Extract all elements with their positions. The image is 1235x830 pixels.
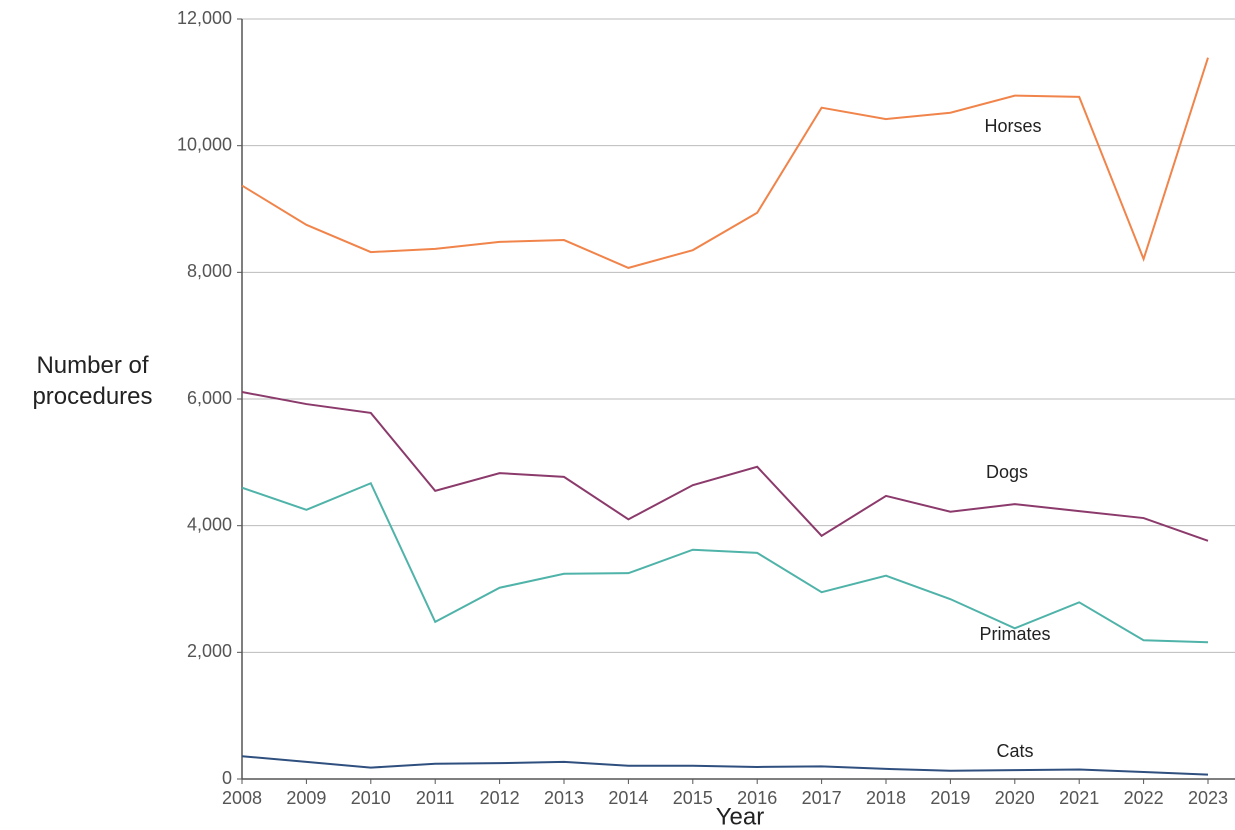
x-tick-label: 2010 <box>351 788 391 808</box>
x-tick-label: 2009 <box>286 788 326 808</box>
y-tick-label: 8,000 <box>187 261 232 281</box>
y-tick-label: 2,000 <box>187 641 232 661</box>
y-tick-label: 0 <box>222 768 232 788</box>
x-tick-label: 2019 <box>930 788 970 808</box>
series-line <box>241 481 1209 644</box>
x-tick-label: 2020 <box>995 788 1035 808</box>
series-line <box>241 391 1209 542</box>
y-axis-label: Number of procedures <box>32 352 153 410</box>
x-tick-label: 2023 <box>1188 788 1228 808</box>
x-tick-label: 2008 <box>222 788 262 808</box>
y-tick-label: 10,000 <box>177 134 232 154</box>
x-tick-label: 2022 <box>1124 788 1164 808</box>
x-tick-label: 2013 <box>544 788 584 808</box>
x-tick-label: 2015 <box>673 788 713 808</box>
x-tick-label: 2014 <box>608 788 648 808</box>
series-label: Primates <box>979 624 1050 644</box>
y-tick-label: 6,000 <box>187 388 232 408</box>
x-axis-label: Year <box>716 803 765 830</box>
series-line <box>241 57 1209 269</box>
x-tick-label: 2012 <box>480 788 520 808</box>
series-line <box>241 755 1209 776</box>
x-tick-label: 2017 <box>802 788 842 808</box>
x-tick-label: 2016 <box>737 788 777 808</box>
x-tick-label: 2021 <box>1059 788 1099 808</box>
series-label: Dogs <box>986 462 1028 482</box>
x-tick-label: 2011 <box>416 788 455 808</box>
y-tick-label: 12,000 <box>177 8 232 28</box>
x-tick-label: 2018 <box>866 788 906 808</box>
series-label: Horses <box>984 116 1041 136</box>
series-label: Cats <box>996 741 1033 761</box>
y-tick-label: 4,000 <box>187 514 232 534</box>
